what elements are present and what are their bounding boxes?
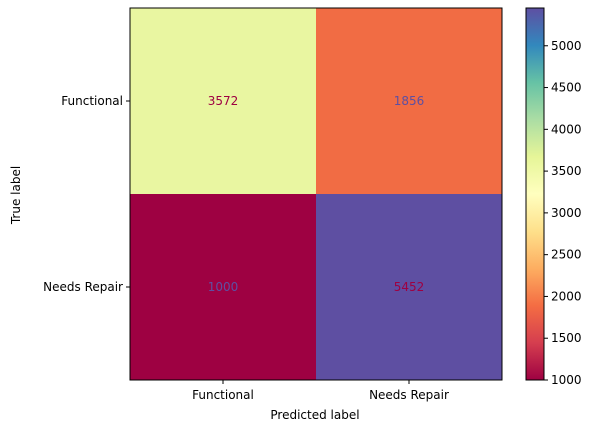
colorbar-axis: 1000 1500 2000 2500 3000 3500 4000 4500 5000 (544, 39, 582, 387)
colorbar-tick-label: 4000 (551, 122, 582, 136)
cell-value-label: 3572 (208, 94, 239, 108)
colorbar-tick-label: 2000 (551, 289, 582, 303)
colorbar-tick-label: 3500 (551, 164, 582, 178)
y-axis: Functional Needs Repair (43, 94, 130, 294)
y-tick-label: Needs Repair (43, 280, 123, 294)
x-tick-label: Needs Repair (369, 388, 449, 402)
plot-frame (129, 7, 503, 381)
cell-value-label: 5452 (394, 280, 425, 294)
heatmap-cells (130, 8, 502, 380)
colorbar-tick-label: 1000 (551, 373, 582, 387)
heatmap-cell (316, 194, 502, 380)
colorbar-tick-label: 1500 (551, 331, 582, 345)
heatmap-cell (130, 8, 316, 194)
y-axis-label: True label (9, 166, 23, 225)
y-tick-label: Functional (61, 94, 123, 108)
heatmap-cell-labels: 3572 1856 1000 5452 (208, 94, 425, 294)
colorbar-tick-label: 3000 (551, 206, 582, 220)
colorbar (525, 7, 545, 381)
x-tick-label: Functional (192, 388, 254, 402)
x-axis: Functional Needs Repair (192, 380, 449, 402)
colorbar-tick-label: 2500 (551, 248, 582, 262)
colorbar-tick-label: 4500 (551, 81, 582, 95)
heatmap-cell (130, 194, 316, 380)
cell-value-label: 1000 (208, 280, 239, 294)
x-axis-label: Predicted label (270, 408, 359, 422)
cell-value-label: 1856 (394, 94, 425, 108)
heatmap-cell (316, 8, 502, 194)
colorbar-tick-label: 5000 (551, 39, 582, 53)
